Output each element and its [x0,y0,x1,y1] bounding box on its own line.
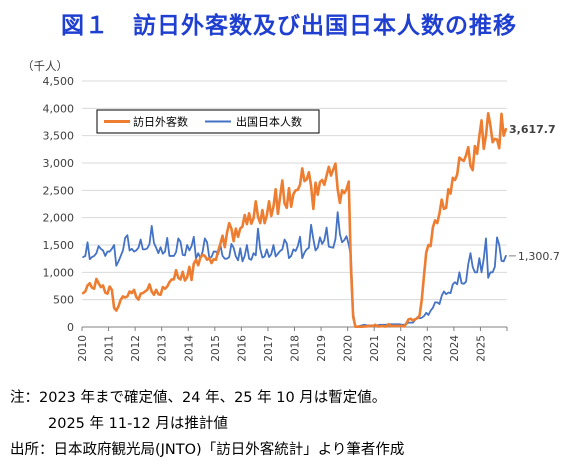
x-tick-label: 2023 [422,335,434,362]
y-tick-label: 4,500 [43,75,75,88]
x-tick-label: 2018 [290,335,302,362]
line-chart: 0 500 1,000 1,500 2,000 2,500 3,000 3,500 4,000 4… [22,59,560,362]
x-tick-label: 2010 [77,335,89,362]
y-axis-unit-label: （千人） [22,59,68,73]
x-tick-label: 2020 [343,335,355,362]
y-tick-label: 3,500 [43,130,75,143]
x-tick-label: 2014 [183,335,195,362]
chart-title: 図１ 訪日外客数及び出国日本人数の推移 [61,13,517,39]
y-axis: 0 500 1,000 1,500 2,000 2,500 3,000 3,500 4,000 4… [43,75,75,334]
x-tick-label: 2024 [449,335,461,362]
x-tick-label: 2015 [210,335,222,362]
x-tick-label: 2013 [157,335,169,362]
y-tick-label: 1,500 [43,239,75,252]
y-tick-label: 0 [67,321,74,334]
legend-label-outbound: 出国日本人数 [236,115,302,129]
end-label-inbound: 3,617.7 [509,123,556,136]
note-line-1: 注：2023 年まで確定値、24 年、25 年 10 月は暫定値。 [10,390,387,406]
x-tick-label: 2011 [104,335,116,362]
series-line-outbound [82,211,507,328]
x-tick-label: 2025 [475,335,487,362]
x-tick-label: 2021 [369,335,381,362]
x-axis: 2010 2011 2012 2013 2014 2015 2016 2017 2018 2019… [77,326,508,362]
source-note: 出所：日本政府観光局(JNTO)「訪日外客統計」より筆者作成 [10,442,405,458]
x-tick-label: 2016 [236,335,248,362]
legend: 訪日外客数 出国日本人数 [96,109,320,134]
legend-label-inbound: 訪日外客数 [133,115,188,129]
y-tick-label: 500 [53,294,74,307]
y-tick-label: 2,500 [43,184,75,197]
end-value-labels: 3,617.7 1,300.7 [508,123,560,263]
note-line-2: 2025 年 11-12 月は推計値 [48,416,228,432]
x-tick-label: 2022 [396,335,408,362]
end-label-outbound: 1,300.7 [518,250,560,263]
y-tick-label: 3,000 [43,157,75,170]
y-tick-label: 2,000 [43,212,75,225]
x-tick-label: 2017 [263,335,275,362]
series-line-inbound [81,111,508,329]
y-tick-label: 1,000 [43,266,75,279]
x-tick-label: 2019 [316,335,328,362]
series-lines [81,111,508,329]
y-tick-label: 4,000 [43,102,75,115]
x-tick-label: 2012 [130,335,142,362]
